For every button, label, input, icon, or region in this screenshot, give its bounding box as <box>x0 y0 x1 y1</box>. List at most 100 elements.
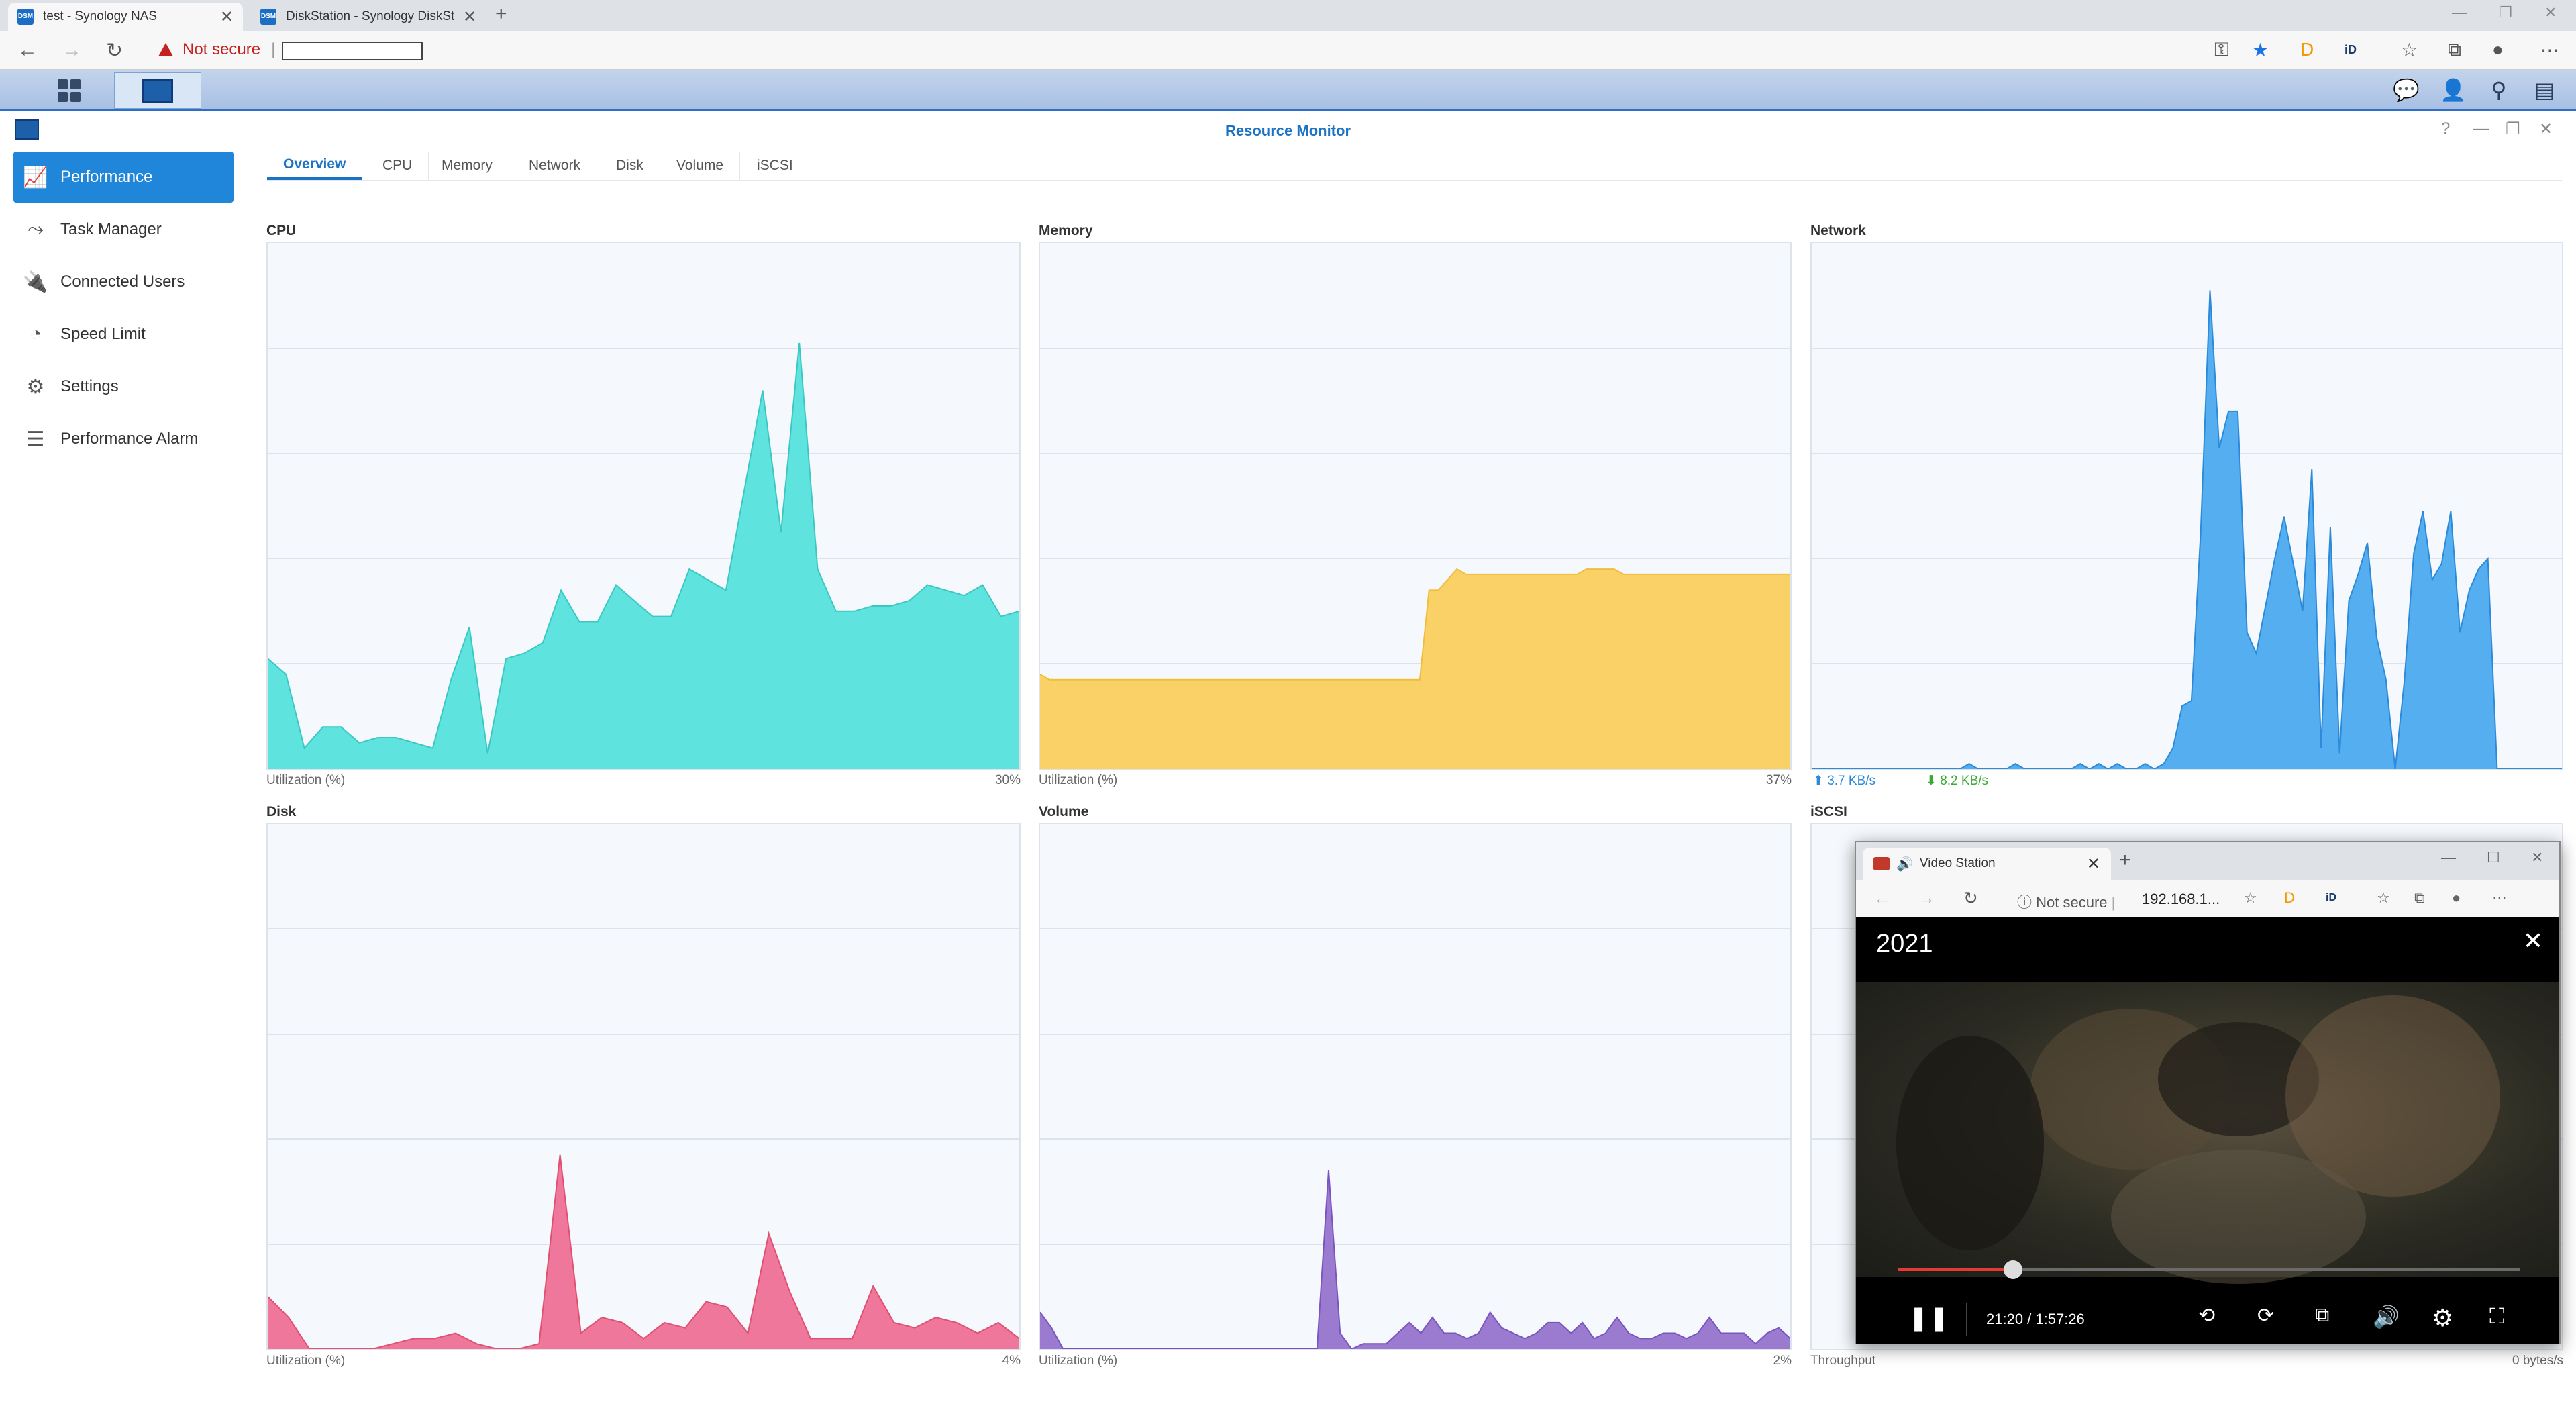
url-input[interactable]: 192.168.1... <box>2142 891 2220 907</box>
window-title: Resource Monitor <box>1225 122 1351 139</box>
minimize-icon[interactable]: — <box>2473 119 2489 138</box>
network-panel-title: Network <box>1810 223 1866 238</box>
favorites-icon[interactable]: ☆ <box>2377 889 2390 906</box>
close-icon[interactable]: ✕ <box>2539 120 2553 138</box>
pause-icon[interactable]: ❚❚ <box>1908 1304 1949 1331</box>
cpu-chart-svg <box>268 342 1019 769</box>
memory-footer-label: Utilization (%) <box>1039 773 1118 787</box>
bookmark-star-icon[interactable]: ★ <box>2252 40 2269 60</box>
video-station-tab-bar: 🔊 Video Station ✕ + — ☐ ✕ <box>1856 842 2559 880</box>
tab-overview[interactable]: Overview <box>267 152 363 180</box>
dsm-favicon-icon: DSM <box>260 9 276 25</box>
progress-knob[interactable] <box>2003 1260 2022 1279</box>
iscsi-footer-label: Throughput <box>1810 1354 1876 1368</box>
extension-id-icon[interactable]: iD <box>2326 892 2336 903</box>
more-menu-icon[interactable]: ⋯ <box>2540 40 2559 60</box>
cpu-footer-label: Utilization (%) <box>266 773 346 787</box>
upload-value: 3.7 KB/s <box>1827 774 1876 788</box>
fullscreen-icon[interactable]: ⛶ <box>2489 1304 2505 1328</box>
video-station-address-bar: ← → ↻ ⓘ Not secure | 192.168.1... ☆ D iD… <box>1856 880 2559 917</box>
cpu-utilization-value: 30% <box>994 773 1021 787</box>
tab-cpu[interactable]: CPU <box>366 152 429 180</box>
main-menu-button[interactable] <box>25 72 113 109</box>
volume-chart <box>1039 823 1792 1350</box>
main-menu-grid-icon <box>58 79 81 102</box>
reload-icon[interactable]: ↻ <box>1963 888 1978 908</box>
video-shape <box>2285 995 2500 1197</box>
warning-triangle-icon <box>158 43 173 56</box>
key-icon[interactable]: ⚿ <box>2214 39 2229 60</box>
cast-icon[interactable]: ⧉ <box>2315 1304 2330 1326</box>
search-icon[interactable]: ⚲ <box>2491 78 2507 102</box>
video-frame <box>1856 982 2559 1284</box>
playback-progress-bar[interactable] <box>1898 1260 2520 1279</box>
sidebar-item-task-manager[interactable]: ⤳ Task Manager <box>13 204 234 255</box>
tab-memory[interactable]: Memory <box>425 152 509 180</box>
resource-monitor-taskbar-button[interactable] <box>114 72 201 109</box>
notifications-icon[interactable]: 💬 <box>2393 78 2420 102</box>
extension-id-icon[interactable]: iD <box>2345 43 2357 56</box>
close-player-icon[interactable]: ✕ <box>2522 927 2543 954</box>
back-arrow-icon[interactable]: ← <box>1873 888 1891 908</box>
maximize-window-icon[interactable]: ☐ <box>2487 849 2500 866</box>
tab-network[interactable]: Network <box>513 152 598 180</box>
forward-arrow-icon[interactable]: → <box>1918 888 1935 908</box>
collections-icon[interactable]: ⧉ <box>2448 39 2461 60</box>
volume-icon[interactable]: 🔊 <box>2373 1305 2400 1329</box>
sidebar-item-connected-users[interactable]: 🔌 Connected Users <box>13 256 234 307</box>
help-icon[interactable]: ? <box>2441 119 2451 138</box>
new-tab-button[interactable]: + <box>2119 849 2131 871</box>
tab-iscsi[interactable]: iSCSI <box>757 158 793 173</box>
close-window-icon[interactable]: ✕ <box>2544 4 2557 21</box>
profile-avatar-icon[interactable]: ● <box>2452 889 2461 906</box>
resource-monitor-titlebar: Resource Monitor ? — ❐ ✕ <box>0 114 2576 146</box>
iscsi-throughput-value: 0 bytes/s <box>2512 1354 2563 1368</box>
profile-avatar-icon[interactable]: ● <box>2492 39 2504 60</box>
volume-series-line <box>1040 1170 1790 1349</box>
sidebar-item-speed-limit[interactable]: ◔ Speed Limit <box>13 309 234 360</box>
tab-disk[interactable]: Disk <box>600 152 660 180</box>
favorites-icon[interactable]: ☆ <box>2401 40 2418 60</box>
restore-window-icon[interactable]: ❐ <box>2499 4 2512 21</box>
more-menu-icon[interactable]: ⋯ <box>2492 889 2507 906</box>
collections-icon[interactable]: ⧉ <box>2414 889 2425 906</box>
close-tab-icon[interactable]: ✕ <box>2086 854 2100 873</box>
video-station-tab[interactable]: 🔊 Video Station ✕ <box>1863 848 2111 880</box>
security-indicator[interactable]: ⓘ Not secure | <box>2017 894 2116 911</box>
browser-tab-synology-nas[interactable]: DSM test - Synology NAS ✕ <box>8 3 244 31</box>
extension-d-icon[interactable]: D <box>2284 889 2295 906</box>
minimize-window-icon[interactable]: — <box>2441 849 2456 866</box>
forward-arrow-icon[interactable]: → <box>62 39 82 61</box>
settings-gear-icon[interactable]: ⚙ <box>2432 1304 2454 1331</box>
speaker-icon[interactable]: 🔊 <box>1896 856 1913 872</box>
user-icon[interactable]: 👤 <box>2440 78 2467 102</box>
reload-icon[interactable]: ↻ <box>106 40 123 62</box>
back-arrow-icon[interactable]: ← <box>17 39 38 61</box>
sidebar-item-performance-alarm[interactable]: ☰ Performance Alarm <box>13 413 234 464</box>
sidebar-item-settings[interactable]: ⚙ Settings <box>13 361 234 412</box>
sidebar-item-performance[interactable]: 📈 Performance <box>13 152 234 203</box>
minimize-window-icon[interactable]: — <box>2452 4 2467 21</box>
bookmark-star-icon[interactable]: ☆ <box>2244 889 2257 906</box>
close-tab-icon[interactable]: ✕ <box>463 7 477 26</box>
extension-d-icon[interactable]: D <box>2300 39 2314 60</box>
forward-10-icon[interactable]: ⟳ <box>2257 1305 2275 1327</box>
address-divider: | <box>2111 894 2116 911</box>
video-player[interactable]: 2021 ✕ ❚❚ 21:20 / 1:57:26 ⟲ ⟳ ⧉ 🔊 ⚙ ⛶ <box>1856 917 2559 1344</box>
new-tab-button[interactable]: + <box>495 3 507 25</box>
url-input[interactable] <box>282 42 423 60</box>
network-upload-rate: ⬆ 3.7 KB/s <box>1813 773 1875 789</box>
tab-volume[interactable]: Volume <box>660 152 741 180</box>
close-tab-icon[interactable]: ✕ <box>220 7 234 26</box>
security-indicator[interactable]: Not secure | <box>158 40 275 59</box>
network-download-rate: ⬇ 8.2 KB/s <box>1926 773 1988 789</box>
network-chart-svg <box>1812 290 2562 769</box>
rewind-10-icon[interactable]: ⟲ <box>2198 1305 2216 1327</box>
browser-tab-diskstation[interactable]: DSM DiskStation - Synology DiskStati ✕ <box>251 3 486 31</box>
close-window-icon[interactable]: ✕ <box>2531 849 2544 866</box>
browser-address-bar: ← → ↻ Not secure | ⚿ ★ D iD ☆ ⧉ ● ⋯ <box>0 31 2576 70</box>
widgets-icon[interactable]: ▤ <box>2534 78 2555 102</box>
resource-monitor-icon <box>142 79 173 103</box>
disk-chart <box>266 823 1021 1350</box>
maximize-icon[interactable]: ❐ <box>2506 120 2520 138</box>
